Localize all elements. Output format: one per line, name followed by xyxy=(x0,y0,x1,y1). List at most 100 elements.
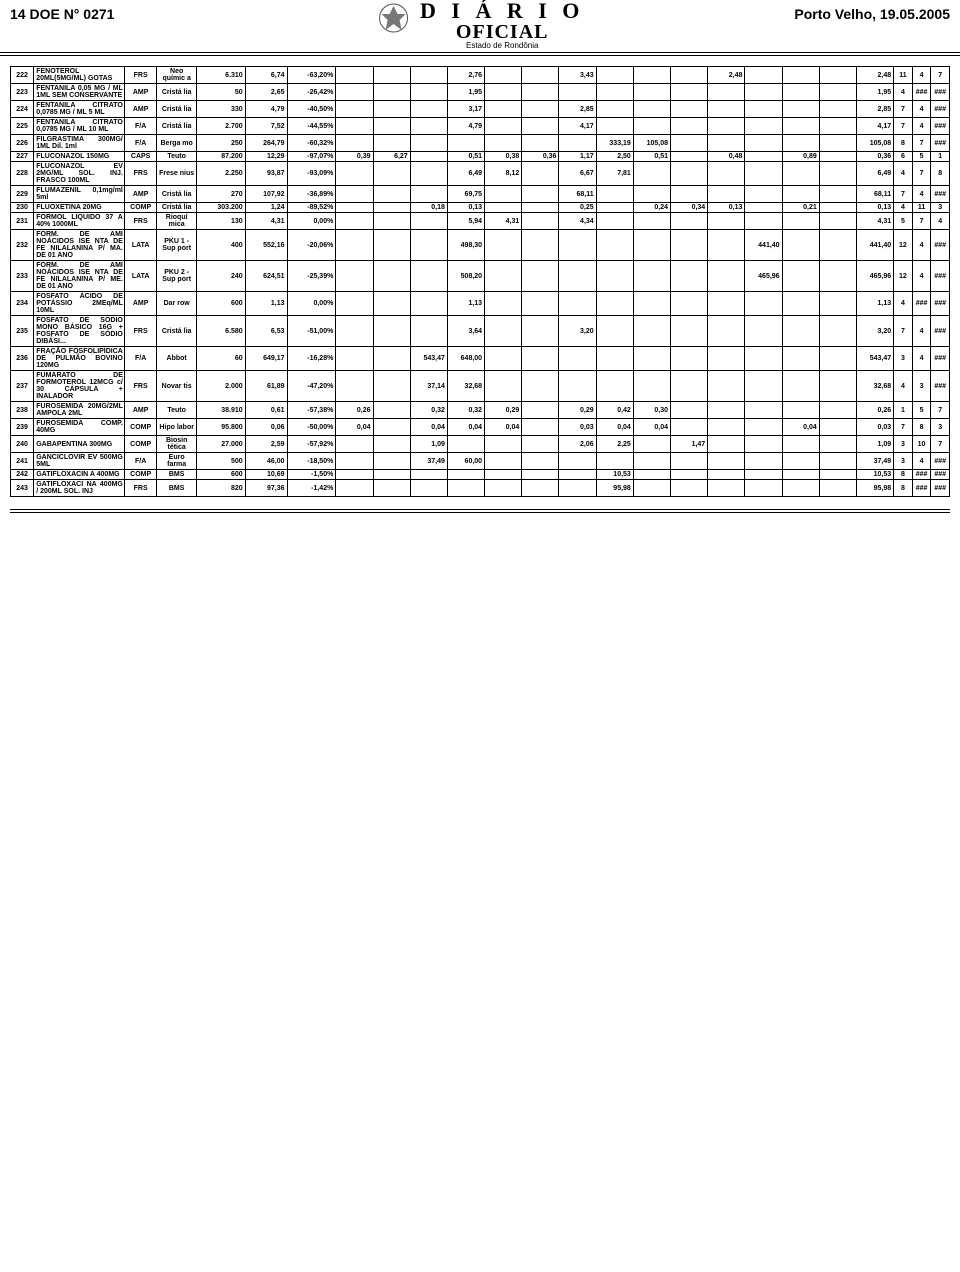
table-cell: Cristá lia xyxy=(157,118,197,135)
table-cell: 4 xyxy=(894,292,913,316)
table-cell: ### xyxy=(912,480,931,497)
table-cell: AMP xyxy=(124,101,157,118)
table-cell: 4,34 xyxy=(559,213,596,230)
table-cell xyxy=(522,67,559,84)
masthead-title: D I Á R I O xyxy=(420,0,584,22)
table-row: 241GANCICLOVIR EV 500MG 5MLF/AEuro farma… xyxy=(11,453,950,470)
table-cell: F/A xyxy=(124,347,157,371)
table-cell xyxy=(336,347,373,371)
table-cell: PKU 2 - Sup port xyxy=(157,261,197,292)
table-cell xyxy=(373,186,410,203)
table-cell xyxy=(336,84,373,101)
table-cell: FUROSEMIDA COMP. 40MG xyxy=(34,419,125,436)
table-cell xyxy=(447,480,484,497)
table-cell: GATIFLOXACIN A 400MG xyxy=(34,470,125,480)
table-cell xyxy=(485,67,522,84)
table-cell: 0,24 xyxy=(633,203,670,213)
table-cell xyxy=(596,118,633,135)
table-cell xyxy=(336,261,373,292)
table-cell: FENTANILA CITRATO 0,0785 MG / ML 10 ML xyxy=(34,118,125,135)
table-cell: 1,95 xyxy=(856,84,893,101)
table-cell: 2,50 xyxy=(596,152,633,162)
table-cell xyxy=(708,402,745,419)
table-cell xyxy=(633,118,670,135)
table-cell xyxy=(633,453,670,470)
table-cell xyxy=(819,436,856,453)
table-cell: FLUCONAZOL 150MG xyxy=(34,152,125,162)
table-cell: AMP xyxy=(124,292,157,316)
table-cell: 3,43 xyxy=(559,67,596,84)
table-cell xyxy=(708,470,745,480)
table-cell: -93,09% xyxy=(287,162,336,186)
table-cell: 0,21 xyxy=(782,203,819,213)
table-cell: 0,13 xyxy=(447,203,484,213)
table-cell: 648,00 xyxy=(447,347,484,371)
table-cell xyxy=(410,186,447,203)
table-cell: 8 xyxy=(931,162,950,186)
table-cell: -97,07% xyxy=(287,152,336,162)
table-cell xyxy=(559,292,596,316)
table-cell: 4 xyxy=(912,118,931,135)
table-cell: 7,81 xyxy=(596,162,633,186)
table-cell xyxy=(671,162,708,186)
table-cell: 0,51 xyxy=(633,152,670,162)
table-cell: -25,39% xyxy=(287,261,336,292)
table-cell xyxy=(373,84,410,101)
table-cell: 820 xyxy=(196,480,245,497)
table-cell xyxy=(410,135,447,152)
table-cell xyxy=(336,292,373,316)
table-cell: 465,96 xyxy=(745,261,782,292)
table-cell xyxy=(671,186,708,203)
table-cell: 12 xyxy=(894,230,913,261)
table-cell: FENTANILA 0,05 MG / ML 1ML SEM CONSERVAN… xyxy=(34,84,125,101)
table-cell: 4 xyxy=(931,213,950,230)
table-cell: 2,48 xyxy=(856,67,893,84)
table-cell: 4,17 xyxy=(856,118,893,135)
table-cell xyxy=(522,419,559,436)
table-cell xyxy=(336,203,373,213)
table-cell: 0,29 xyxy=(485,402,522,419)
header-right: Porto Velho, 19.05.2005 xyxy=(794,4,950,22)
table-cell xyxy=(819,186,856,203)
table-cell xyxy=(708,118,745,135)
table-cell: 4 xyxy=(912,316,931,347)
table-cell: 68,11 xyxy=(856,186,893,203)
table-cell xyxy=(745,347,782,371)
table-cell: 1,47 xyxy=(671,436,708,453)
table-cell: 7 xyxy=(894,186,913,203)
table-cell xyxy=(819,162,856,186)
table-row: 229FLUMAZENIL 0,1mg/ml 5mlAMPCristá lia2… xyxy=(11,186,950,203)
table-cell: 3,64 xyxy=(447,316,484,347)
table-cell: FRS xyxy=(124,316,157,347)
table-cell: 69,75 xyxy=(447,186,484,203)
table-cell: 270 xyxy=(196,186,245,203)
table-cell: 8 xyxy=(912,419,931,436)
table-cell: 303.200 xyxy=(196,203,245,213)
table-cell: ### xyxy=(931,118,950,135)
table-cell: 0,34 xyxy=(671,203,708,213)
table-cell xyxy=(633,470,670,480)
table-cell xyxy=(782,261,819,292)
table-cell: AMP xyxy=(124,186,157,203)
table-cell: 7 xyxy=(894,118,913,135)
table-cell: 0,39 xyxy=(336,152,373,162)
table-cell: 4,17 xyxy=(559,118,596,135)
table-cell: -1,50% xyxy=(287,470,336,480)
table-cell: 264,79 xyxy=(245,135,287,152)
table-cell: Euro farma xyxy=(157,453,197,470)
masthead: D I Á R I O OFICIAL Estado de Rondônia xyxy=(376,0,585,53)
table-cell: -40,50% xyxy=(287,101,336,118)
table-cell: 233 xyxy=(11,261,34,292)
table-cell xyxy=(708,101,745,118)
table-cell: 2,59 xyxy=(245,436,287,453)
table-cell xyxy=(708,419,745,436)
table-cell: 7 xyxy=(931,67,950,84)
table-cell: Teuto xyxy=(157,152,197,162)
table-cell: 38.910 xyxy=(196,402,245,419)
table-cell: 4 xyxy=(894,162,913,186)
table-cell: Frese nius xyxy=(157,162,197,186)
table-cell xyxy=(522,292,559,316)
table-cell xyxy=(522,230,559,261)
table-cell: 229 xyxy=(11,186,34,203)
table-cell xyxy=(522,213,559,230)
